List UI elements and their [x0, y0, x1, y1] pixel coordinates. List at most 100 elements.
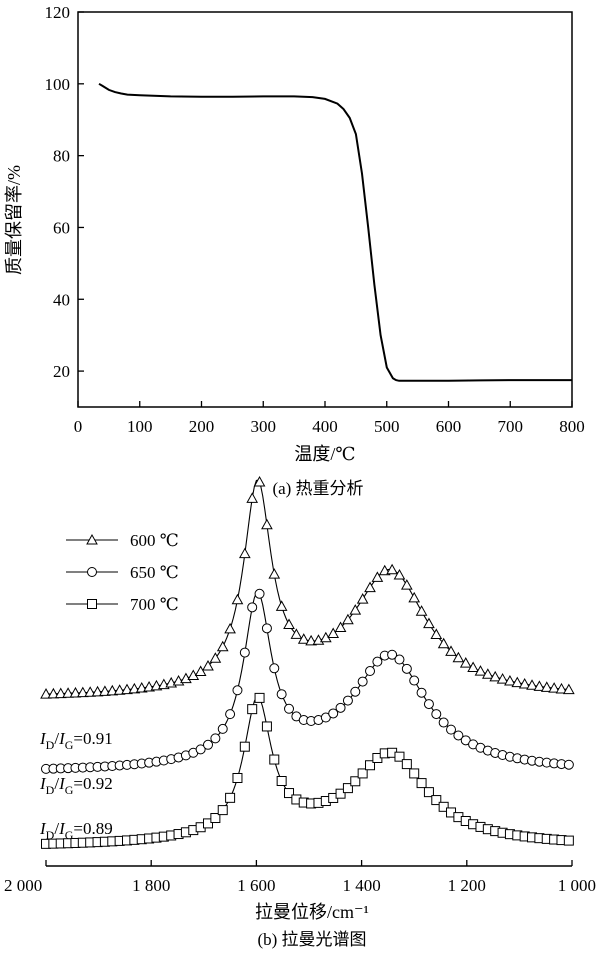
chart-b-point [453, 730, 464, 741]
chart-b-point [128, 682, 141, 694]
chart-b-point [261, 623, 272, 634]
chart-a-x-tick-label: 200 [189, 417, 215, 436]
chart-b-point [563, 835, 574, 846]
chart-b-point [194, 665, 207, 676]
chart-a-y-axis-title: 质量保留率/% [4, 165, 24, 275]
chart-b-point [438, 801, 449, 812]
chart-b-point [99, 685, 111, 696]
chart-b-point [113, 684, 126, 695]
chart-b-point [423, 699, 434, 710]
chart-b-point [210, 813, 221, 824]
anno-slash: / [54, 819, 59, 838]
chart-b-point [342, 783, 353, 794]
anno-sub-g: G [65, 783, 74, 797]
chart-b-point [334, 621, 347, 633]
chart-a-x-axis-title: 温度/℃ [294, 444, 355, 464]
chart-b-point [416, 778, 427, 789]
chart-b-point [437, 637, 450, 649]
chart-a-x-tick-label: 500 [374, 417, 400, 436]
chart-b-x-tick-label: 1 800 [132, 876, 170, 895]
anno-sub-g: G [65, 828, 74, 842]
legend-marker [87, 567, 97, 577]
chart-a-caption: (a) 热重分析 [272, 479, 363, 498]
anno-value: =0.91 [73, 729, 112, 748]
chart-a-y-tick-label: 60 [53, 218, 70, 237]
anno-slash: / [54, 729, 59, 748]
chart-b-point [69, 686, 82, 698]
chart-b-point [305, 634, 317, 646]
chart-b-point [365, 760, 376, 771]
chart-a-y-tick-label: 20 [53, 362, 70, 381]
chart-b-point [533, 680, 546, 691]
chart-b-x-axis-title: 拉曼位移/cm⁻¹ [255, 902, 369, 922]
chart-a-y-tick-label: 120 [45, 3, 71, 22]
chart-b-point [91, 685, 104, 697]
chart-b-point [246, 492, 259, 503]
chart-b-point [386, 563, 398, 575]
chart-b-point [328, 708, 339, 719]
chart-b-point [239, 647, 250, 658]
chart-a-x-tick-label: 0 [74, 417, 83, 436]
chart-b-point [231, 593, 244, 605]
chart-b-point [518, 678, 531, 689]
chart-b-point [555, 682, 568, 694]
chart-b-point [269, 754, 280, 765]
chart-b-point [423, 617, 435, 629]
chart-b-point [342, 613, 354, 625]
chart-b-point [431, 709, 442, 720]
anno-i: I [58, 819, 66, 838]
chart-b-point [504, 674, 516, 686]
chart-b-point [202, 659, 214, 671]
chart-b-point [365, 666, 376, 677]
chart-b-point [423, 787, 434, 798]
chart-raman-spectrum: 2 000 1 800 1 600 1 400 1 200 1 000 600 ℃ 650 … [4, 475, 596, 949]
anno-value: =0.89 [73, 819, 112, 838]
chart-a-y-tick-label: 80 [53, 147, 70, 166]
chart-b-point [247, 704, 258, 715]
chart-b-series-line [45, 479, 573, 695]
chart-b-point [562, 683, 575, 695]
anno-sub-d: D [46, 738, 55, 752]
chart-b-point [225, 792, 236, 803]
chart-b-point [253, 475, 266, 487]
chart-b-point [284, 788, 295, 799]
chart-a-y-tick-label: 100 [45, 75, 71, 94]
chart-thermogravimetric: 0 100 200 300 400 500 600 700 800 20 40 60 80 100 120… [4, 3, 585, 498]
chart-b-legend: 600 ℃ 650 ℃ 700 ℃ [66, 531, 179, 614]
chart-b-point [254, 588, 265, 599]
chart-b-point [357, 676, 368, 687]
chart-b-point [269, 663, 280, 674]
chart-b-point [203, 818, 214, 829]
chart-b-point [276, 776, 287, 787]
chart-b-point [106, 684, 119, 696]
chart-b-point [526, 679, 538, 690]
chart-b-point [84, 686, 97, 697]
chart-b-x-tick-label: 1 200 [448, 876, 486, 895]
chart-b-point [203, 739, 214, 750]
chart-b-point [284, 703, 295, 714]
chart-b-point [459, 657, 472, 668]
chart-b-point [467, 661, 479, 672]
id-ig-annotation: ID/IG=0.89 [39, 819, 113, 842]
chart-b-point [180, 672, 192, 684]
chart-a-x-tick-label: 100 [127, 417, 153, 436]
chart-b-point [356, 593, 369, 604]
chart-b-x-tick-label: 1 400 [342, 876, 380, 895]
chart-b-point [350, 776, 361, 787]
anno-value: =0.92 [73, 774, 112, 793]
anno-slash: / [54, 774, 59, 793]
chart-b-point [496, 673, 509, 684]
chart-b-point [217, 805, 228, 816]
anno-i: I [39, 819, 47, 838]
chart-b-point [401, 663, 412, 674]
chart-a-x-tick-label: 700 [498, 417, 524, 436]
chart-b-point [445, 645, 457, 656]
anno-i: I [58, 729, 66, 748]
chart-b-point [297, 633, 310, 644]
chart-a-x-tick-label: 300 [251, 417, 277, 436]
chart-a-y-tick-label: 40 [53, 290, 70, 309]
chart-b-point [409, 675, 420, 686]
chart-b-point [239, 741, 250, 752]
chart-b-point [415, 605, 428, 616]
